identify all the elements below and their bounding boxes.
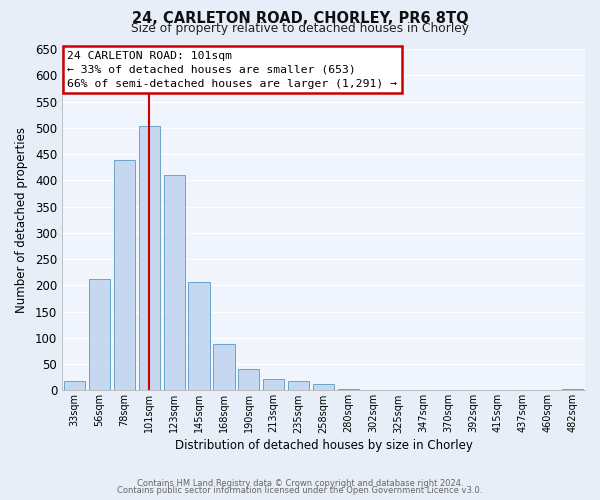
Text: 24, CARLETON ROAD, CHORLEY, PR6 8TQ: 24, CARLETON ROAD, CHORLEY, PR6 8TQ (131, 11, 469, 26)
Bar (164, 175, 185, 390)
Bar (139, 126, 160, 390)
Bar (238, 370, 259, 390)
Text: 24 CARLETON ROAD: 101sqm
← 33% of detached houses are smaller (653)
66% of semi-: 24 CARLETON ROAD: 101sqm ← 33% of detach… (67, 50, 397, 88)
Bar (214, 344, 235, 391)
Bar (188, 282, 209, 391)
X-axis label: Distribution of detached houses by size in Chorley: Distribution of detached houses by size … (175, 440, 472, 452)
Text: Size of property relative to detached houses in Chorley: Size of property relative to detached ho… (131, 22, 469, 35)
Bar (114, 160, 135, 390)
Bar (288, 381, 309, 390)
Text: Contains public sector information licensed under the Open Government Licence v3: Contains public sector information licen… (118, 486, 482, 495)
Bar (562, 389, 583, 390)
Y-axis label: Number of detached properties: Number of detached properties (15, 126, 28, 312)
Bar (89, 278, 110, 390)
Text: Contains HM Land Registry data © Crown copyright and database right 2024.: Contains HM Land Registry data © Crown c… (137, 478, 463, 488)
Bar (64, 381, 85, 390)
Bar (338, 389, 359, 390)
Bar (263, 379, 284, 390)
Bar (313, 384, 334, 390)
